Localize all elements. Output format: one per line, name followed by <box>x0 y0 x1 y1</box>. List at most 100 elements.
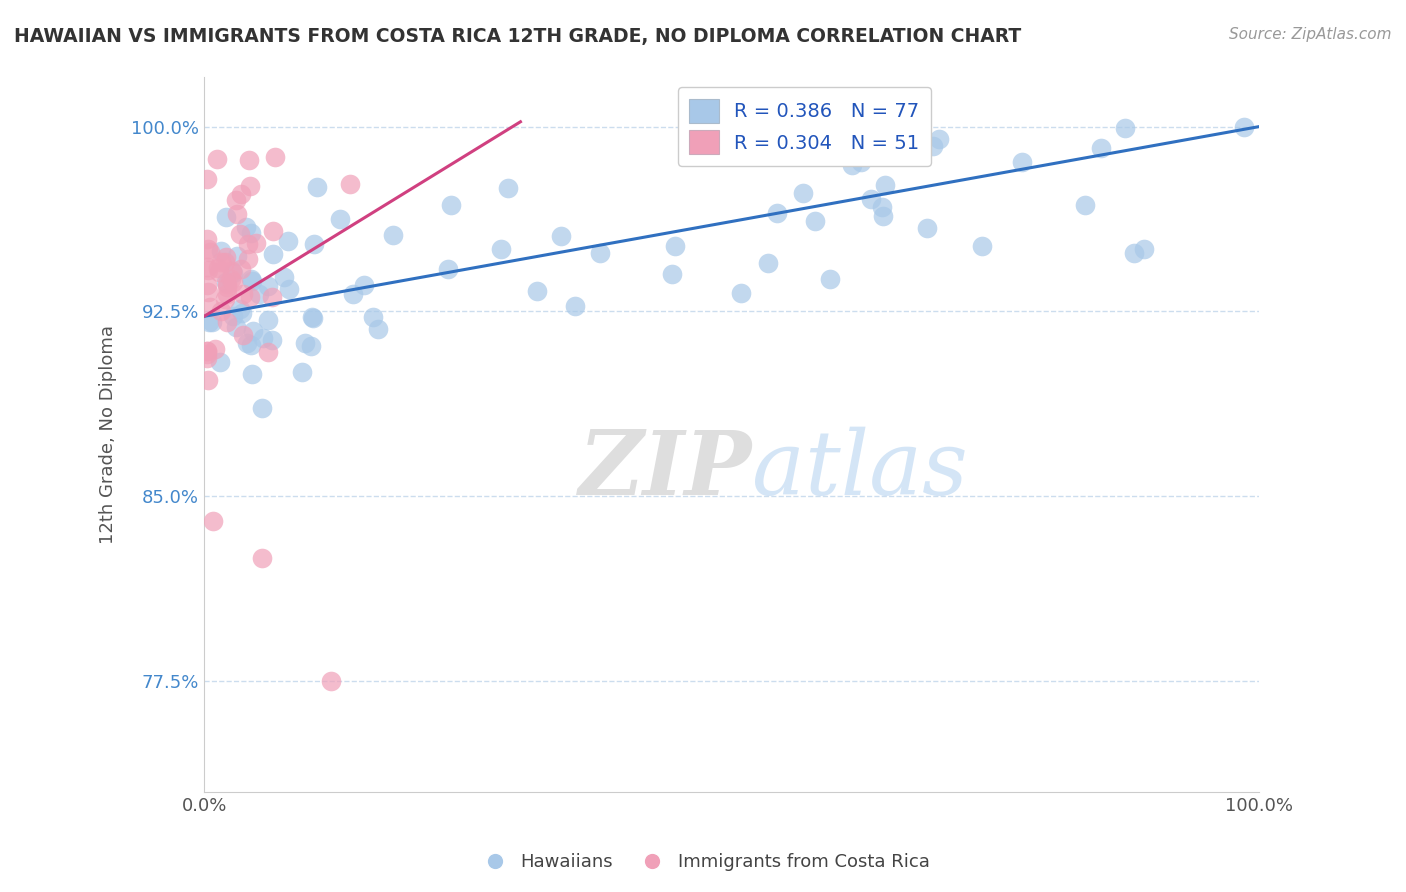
Point <box>225 193 247 207</box>
Point <box>217 287 239 301</box>
Point <box>205 152 228 166</box>
Point <box>803 214 825 228</box>
Point <box>235 219 257 234</box>
Legend: R = 0.386   N = 77, R = 0.304   N = 51: R = 0.386 N = 77, R = 0.304 N = 51 <box>678 87 931 166</box>
Point <box>589 246 612 260</box>
Point <box>215 280 238 294</box>
Point <box>195 232 218 246</box>
Point <box>299 338 322 352</box>
Point <box>222 275 245 289</box>
Point <box>219 271 242 285</box>
Point <box>236 237 259 252</box>
Point <box>273 269 295 284</box>
Point <box>214 255 236 269</box>
Text: HAWAIIAN VS IMMIGRANTS FROM COSTA RICA 12TH GRADE, NO DIPLOMA CORRELATION CHART: HAWAIIAN VS IMMIGRANTS FROM COSTA RICA 1… <box>14 27 1021 45</box>
Point <box>489 242 512 256</box>
Point <box>342 286 364 301</box>
Point <box>730 286 752 301</box>
Point <box>222 309 245 323</box>
Point <box>256 345 278 359</box>
Point <box>1132 242 1154 256</box>
Point <box>290 365 312 379</box>
Point <box>496 181 519 195</box>
Point <box>195 343 218 358</box>
Point <box>257 313 280 327</box>
Point <box>209 304 232 318</box>
Point <box>319 673 342 688</box>
Point <box>550 229 572 244</box>
Point <box>257 278 280 293</box>
Point <box>339 177 361 191</box>
Point <box>197 263 219 277</box>
Point <box>229 227 252 241</box>
Point <box>1090 141 1112 155</box>
Point <box>304 237 326 252</box>
Point <box>215 210 238 224</box>
Point <box>207 261 229 276</box>
Point <box>195 347 218 361</box>
Point <box>302 310 325 325</box>
Point <box>209 355 232 369</box>
Point <box>239 271 262 285</box>
Point <box>232 327 254 342</box>
Text: Source: ZipAtlas.com: Source: ZipAtlas.com <box>1229 27 1392 42</box>
Point <box>198 244 221 259</box>
Point <box>197 285 219 299</box>
Point <box>367 322 389 336</box>
Text: ZIP: ZIP <box>579 427 752 514</box>
Point <box>226 207 249 221</box>
Legend: Hawaiians, Immigrants from Costa Rica: Hawaiians, Immigrants from Costa Rica <box>470 847 936 879</box>
Point <box>217 277 239 291</box>
Point <box>215 314 238 328</box>
Point <box>381 227 404 242</box>
Point <box>228 301 250 316</box>
Point <box>195 260 218 275</box>
Point <box>1114 121 1136 136</box>
Point <box>307 180 329 194</box>
Point <box>917 221 939 235</box>
Point <box>564 300 586 314</box>
Point <box>198 300 221 314</box>
Point <box>260 333 283 347</box>
Point <box>252 331 274 345</box>
Point <box>195 351 218 365</box>
Point <box>239 226 262 240</box>
Point <box>440 198 463 212</box>
Point <box>436 262 458 277</box>
Point <box>664 239 686 253</box>
Point <box>238 290 260 304</box>
Point <box>209 254 232 268</box>
Point <box>204 343 226 357</box>
Point <box>264 150 287 164</box>
Point <box>792 186 814 200</box>
Text: atlas: atlas <box>752 427 969 514</box>
Point <box>875 178 897 192</box>
Point <box>361 310 384 324</box>
Y-axis label: 12th Grade, No Diploma: 12th Grade, No Diploma <box>100 325 117 544</box>
Point <box>231 306 253 320</box>
Point <box>245 236 267 251</box>
Point <box>232 287 254 301</box>
Point <box>262 247 284 261</box>
Point <box>197 373 219 387</box>
Point <box>870 200 893 214</box>
Point <box>226 249 249 263</box>
Point <box>1073 198 1095 212</box>
Point <box>1233 120 1256 134</box>
Point <box>242 324 264 338</box>
Point <box>236 336 259 351</box>
Point <box>209 244 232 259</box>
Point <box>526 284 548 298</box>
Point <box>250 401 273 415</box>
Point <box>970 239 993 253</box>
Point <box>262 224 284 238</box>
Point <box>240 274 263 288</box>
Point <box>859 193 882 207</box>
Point <box>1122 246 1144 260</box>
Point <box>250 550 273 565</box>
Point <box>215 250 238 264</box>
Point <box>225 320 247 334</box>
Point <box>240 367 263 381</box>
Point <box>260 290 283 304</box>
Point <box>820 272 842 286</box>
